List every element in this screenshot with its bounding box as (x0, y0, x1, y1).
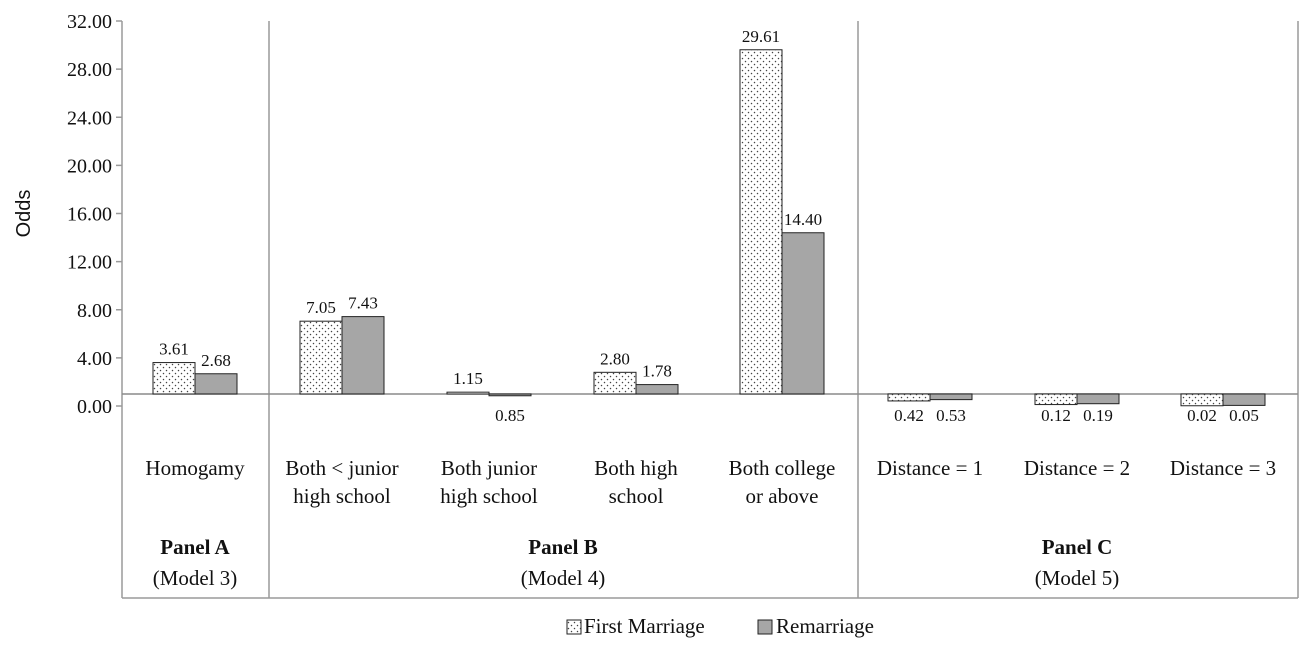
bar-remarriage-4 (635, 384, 679, 395)
y-axis-title: Odds (13, 190, 35, 238)
bars-layer (152, 49, 1266, 407)
y-tick-label: 32.00 (67, 11, 112, 33)
data-label: 2.80 (600, 349, 630, 368)
category-label: Both < junior high school (285, 456, 398, 508)
category-label: Distance = 1 (877, 456, 983, 480)
data-label: 0.12 (1041, 406, 1071, 425)
category-label-line: Both high (594, 456, 678, 480)
category-label-line: high school (293, 484, 391, 508)
category-label-line: Both junior (441, 456, 537, 480)
category-label-line: Distance = 1 (877, 456, 983, 480)
panel-model: (Model 5) (1035, 566, 1120, 590)
category-label-line: Both college (729, 456, 836, 480)
category-label: Both high school (594, 456, 678, 508)
bar-remarriage-3 (488, 393, 532, 397)
y-tick-label: 20.00 (67, 155, 112, 177)
category-label: Both junior high school (440, 456, 538, 508)
labels-layer: 3.61 2.68 7.05 7.43 1.15 0.85 2.80 1.78 29.61 14.… (145, 27, 1276, 590)
bar-remarriage-7 (1076, 393, 1120, 405)
bar-first-marriage-1 (152, 362, 196, 395)
data-label: 1.78 (642, 362, 672, 381)
panel-model: (Model 4) (521, 566, 606, 590)
legend-label-first-marriage: First Marriage (584, 614, 705, 638)
category-label-line: or above (746, 484, 819, 508)
y-tick-label: 0.00 (77, 396, 112, 418)
bar-first-marriage-8 (1180, 393, 1224, 407)
bar-first-marriage-5 (739, 49, 783, 395)
data-label: 0.42 (894, 406, 924, 425)
category-label: Distance = 2 (1024, 456, 1130, 480)
category-label: Both college or above (729, 456, 836, 508)
legend: First Marriage Remarriage (566, 614, 874, 638)
y-tick-label: 16.00 (67, 204, 112, 226)
y-tick-label: 4.00 (77, 348, 112, 370)
panel-title: Panel A (160, 535, 230, 559)
category-label: Distance = 3 (1170, 456, 1276, 480)
panel-title: Panel C (1042, 535, 1113, 559)
category-label-line: Homogamy (145, 456, 245, 480)
data-label: 7.05 (306, 298, 336, 317)
data-label: 2.68 (201, 351, 231, 370)
data-label: 0.53 (936, 406, 966, 425)
y-tick-label: 28.00 (67, 59, 112, 81)
bar-first-marriage-6 (887, 393, 931, 402)
data-label: 1.15 (453, 369, 483, 388)
bar-remarriage-5 (781, 232, 825, 395)
data-label: 3.61 (159, 340, 189, 359)
data-label: 0.02 (1187, 406, 1217, 425)
bar-first-marriage-4 (593, 371, 637, 395)
bar-first-marriage-2 (299, 320, 343, 395)
y-tick-label: 8.00 (77, 300, 112, 322)
bar-remarriage-8 (1222, 393, 1266, 406)
category-label-line: Distance = 2 (1024, 456, 1130, 480)
panel-title: Panel B (528, 535, 597, 559)
bar-first-marriage-3 (446, 391, 490, 395)
data-label: 0.05 (1229, 406, 1259, 425)
bar-remarriage-2 (341, 316, 385, 395)
y-tick-label: 24.00 (67, 107, 112, 129)
category-label-line: school (609, 484, 664, 508)
legend-swatch-first-marriage (566, 619, 582, 635)
axes-layer: 0.00 4.00 8.00 12.00 16.00 20.00 24.00 28.00 32.… (13, 11, 1299, 599)
bar-remarriage-1 (194, 373, 238, 395)
data-label: 29.61 (742, 27, 780, 46)
bar-remarriage-6 (929, 393, 973, 401)
panel-model: (Model 3) (153, 566, 238, 590)
category-label: Homogamy (145, 456, 245, 480)
y-tick-label: 12.00 (67, 252, 112, 274)
legend-swatch-remarriage (757, 619, 773, 635)
category-label-line: Distance = 3 (1170, 456, 1276, 480)
data-label: 0.19 (1083, 406, 1113, 425)
data-label: 14.40 (784, 210, 822, 229)
data-label: 7.43 (348, 294, 378, 313)
bar-first-marriage-7 (1034, 393, 1078, 406)
category-label-line: high school (440, 484, 538, 508)
category-label-line: Both < junior (285, 456, 398, 480)
legend-label-remarriage: Remarriage (776, 614, 874, 638)
data-label: 0.85 (495, 406, 525, 425)
